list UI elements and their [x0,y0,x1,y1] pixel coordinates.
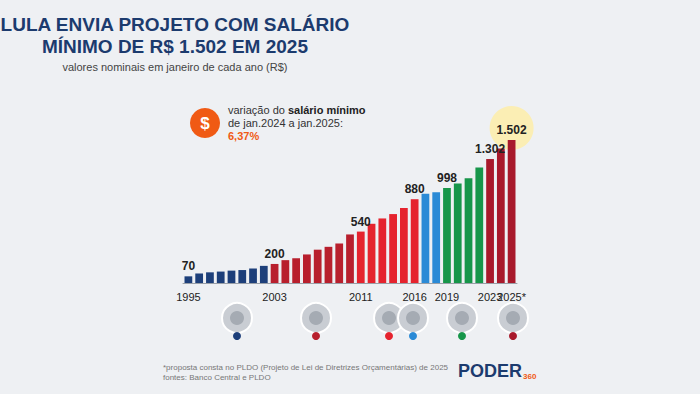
svg-text:200: 200 [265,247,285,261]
svg-text:PODER: PODER [458,361,522,381]
svg-text:880: 880 [405,182,425,196]
svg-text:70: 70 [182,259,196,273]
svg-text:MÍNIMO DE R$ 1.502 EM 2025: MÍNIMO DE R$ 1.502 EM 2025 [42,36,309,57]
svg-text:$: $ [200,114,210,133]
svg-text:salário mínimo: salário mínimo [288,104,366,116]
svg-text:2011: 2011 [349,291,373,303]
svg-text:2019: 2019 [435,291,459,303]
svg-text:1.302: 1.302 [475,142,505,156]
svg-text:variação do: variação do [228,104,288,116]
svg-text:LULA ENVIA PROJETO COM SALÁRIO: LULA ENVIA PROJETO COM SALÁRIO [1,14,350,35]
svg-text:de jan.2024 a jan.2025:: de jan.2024 a jan.2025: [228,117,343,129]
svg-text:2025*: 2025* [497,291,526,303]
svg-text:540: 540 [351,215,371,229]
svg-text:fontes: Banco Central e PLDO: fontes: Banco Central e PLDO [163,373,271,382]
svg-text:6,37%: 6,37% [228,130,259,142]
svg-text:2016: 2016 [402,291,426,303]
svg-text:valores nominais em janeiro de: valores nominais em janeiro de cada ano … [62,61,287,73]
svg-text:2003: 2003 [262,291,286,303]
svg-text:1.502: 1.502 [497,123,527,137]
svg-text:*proposta consta no PLDO (Proj: *proposta consta no PLDO (Projeto de Lei… [163,363,449,372]
svg-text:360: 360 [523,372,537,381]
svg-text:998: 998 [437,171,457,185]
svg-text:1995: 1995 [176,291,200,303]
svg-text:2023: 2023 [477,290,503,303]
